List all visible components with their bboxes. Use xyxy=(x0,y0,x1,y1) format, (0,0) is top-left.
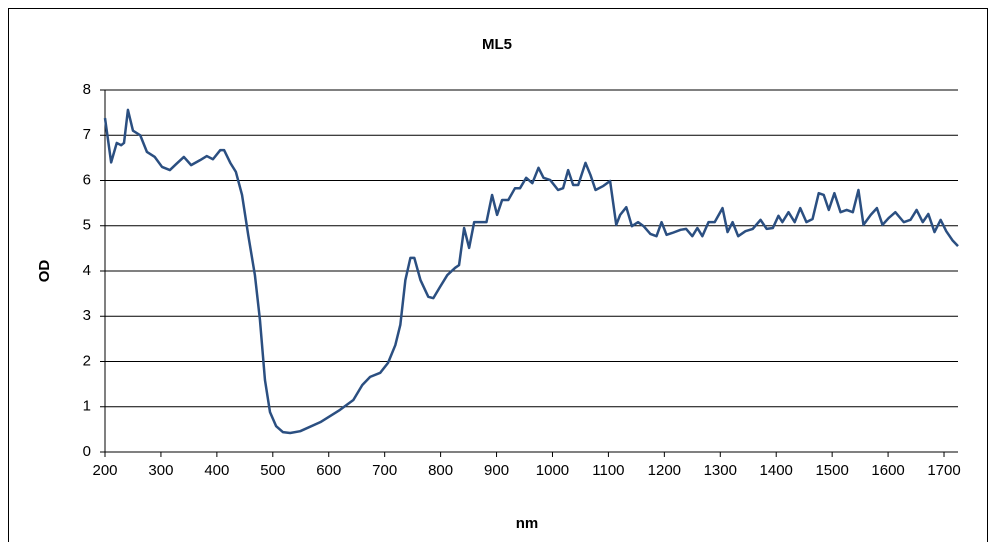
x-tick-label: 1700 xyxy=(927,462,960,479)
y-tick-label: 4 xyxy=(83,262,91,279)
y-tick-label: 8 xyxy=(83,81,91,98)
chart-title: ML5 xyxy=(482,36,512,53)
y-tick-label: 0 xyxy=(83,443,91,460)
y-tick-label: 6 xyxy=(83,171,91,188)
y-tick-label: 2 xyxy=(83,352,91,369)
x-tick-label: 200 xyxy=(92,462,117,479)
x-tick-label: 500 xyxy=(260,462,285,479)
x-tick-label: 1300 xyxy=(704,462,737,479)
x-tick-label: 700 xyxy=(372,462,397,479)
y-axis-label: OD xyxy=(36,260,53,283)
x-tick-label: 1200 xyxy=(648,462,681,479)
x-tick-label: 1600 xyxy=(871,462,904,479)
x-tick-label: 1000 xyxy=(536,462,569,479)
y-tick-label: 5 xyxy=(83,217,91,234)
x-tick-label: 1500 xyxy=(815,462,848,479)
x-tick-label: 800 xyxy=(428,462,453,479)
x-tick-label: 400 xyxy=(204,462,229,479)
x-tick-label: 300 xyxy=(148,462,173,479)
x-tick-label: 1100 xyxy=(592,462,624,479)
y-tick-label: 1 xyxy=(83,398,91,415)
chart-frame xyxy=(8,8,988,542)
y-tick-label: 3 xyxy=(83,307,91,324)
x-tick-label: 1400 xyxy=(760,462,793,479)
x-tick-label: 900 xyxy=(484,462,509,479)
x-axis-label: nm xyxy=(516,515,539,532)
y-tick-label: 7 xyxy=(83,126,91,143)
data-line xyxy=(103,108,959,435)
x-tick-label: 600 xyxy=(316,462,341,479)
